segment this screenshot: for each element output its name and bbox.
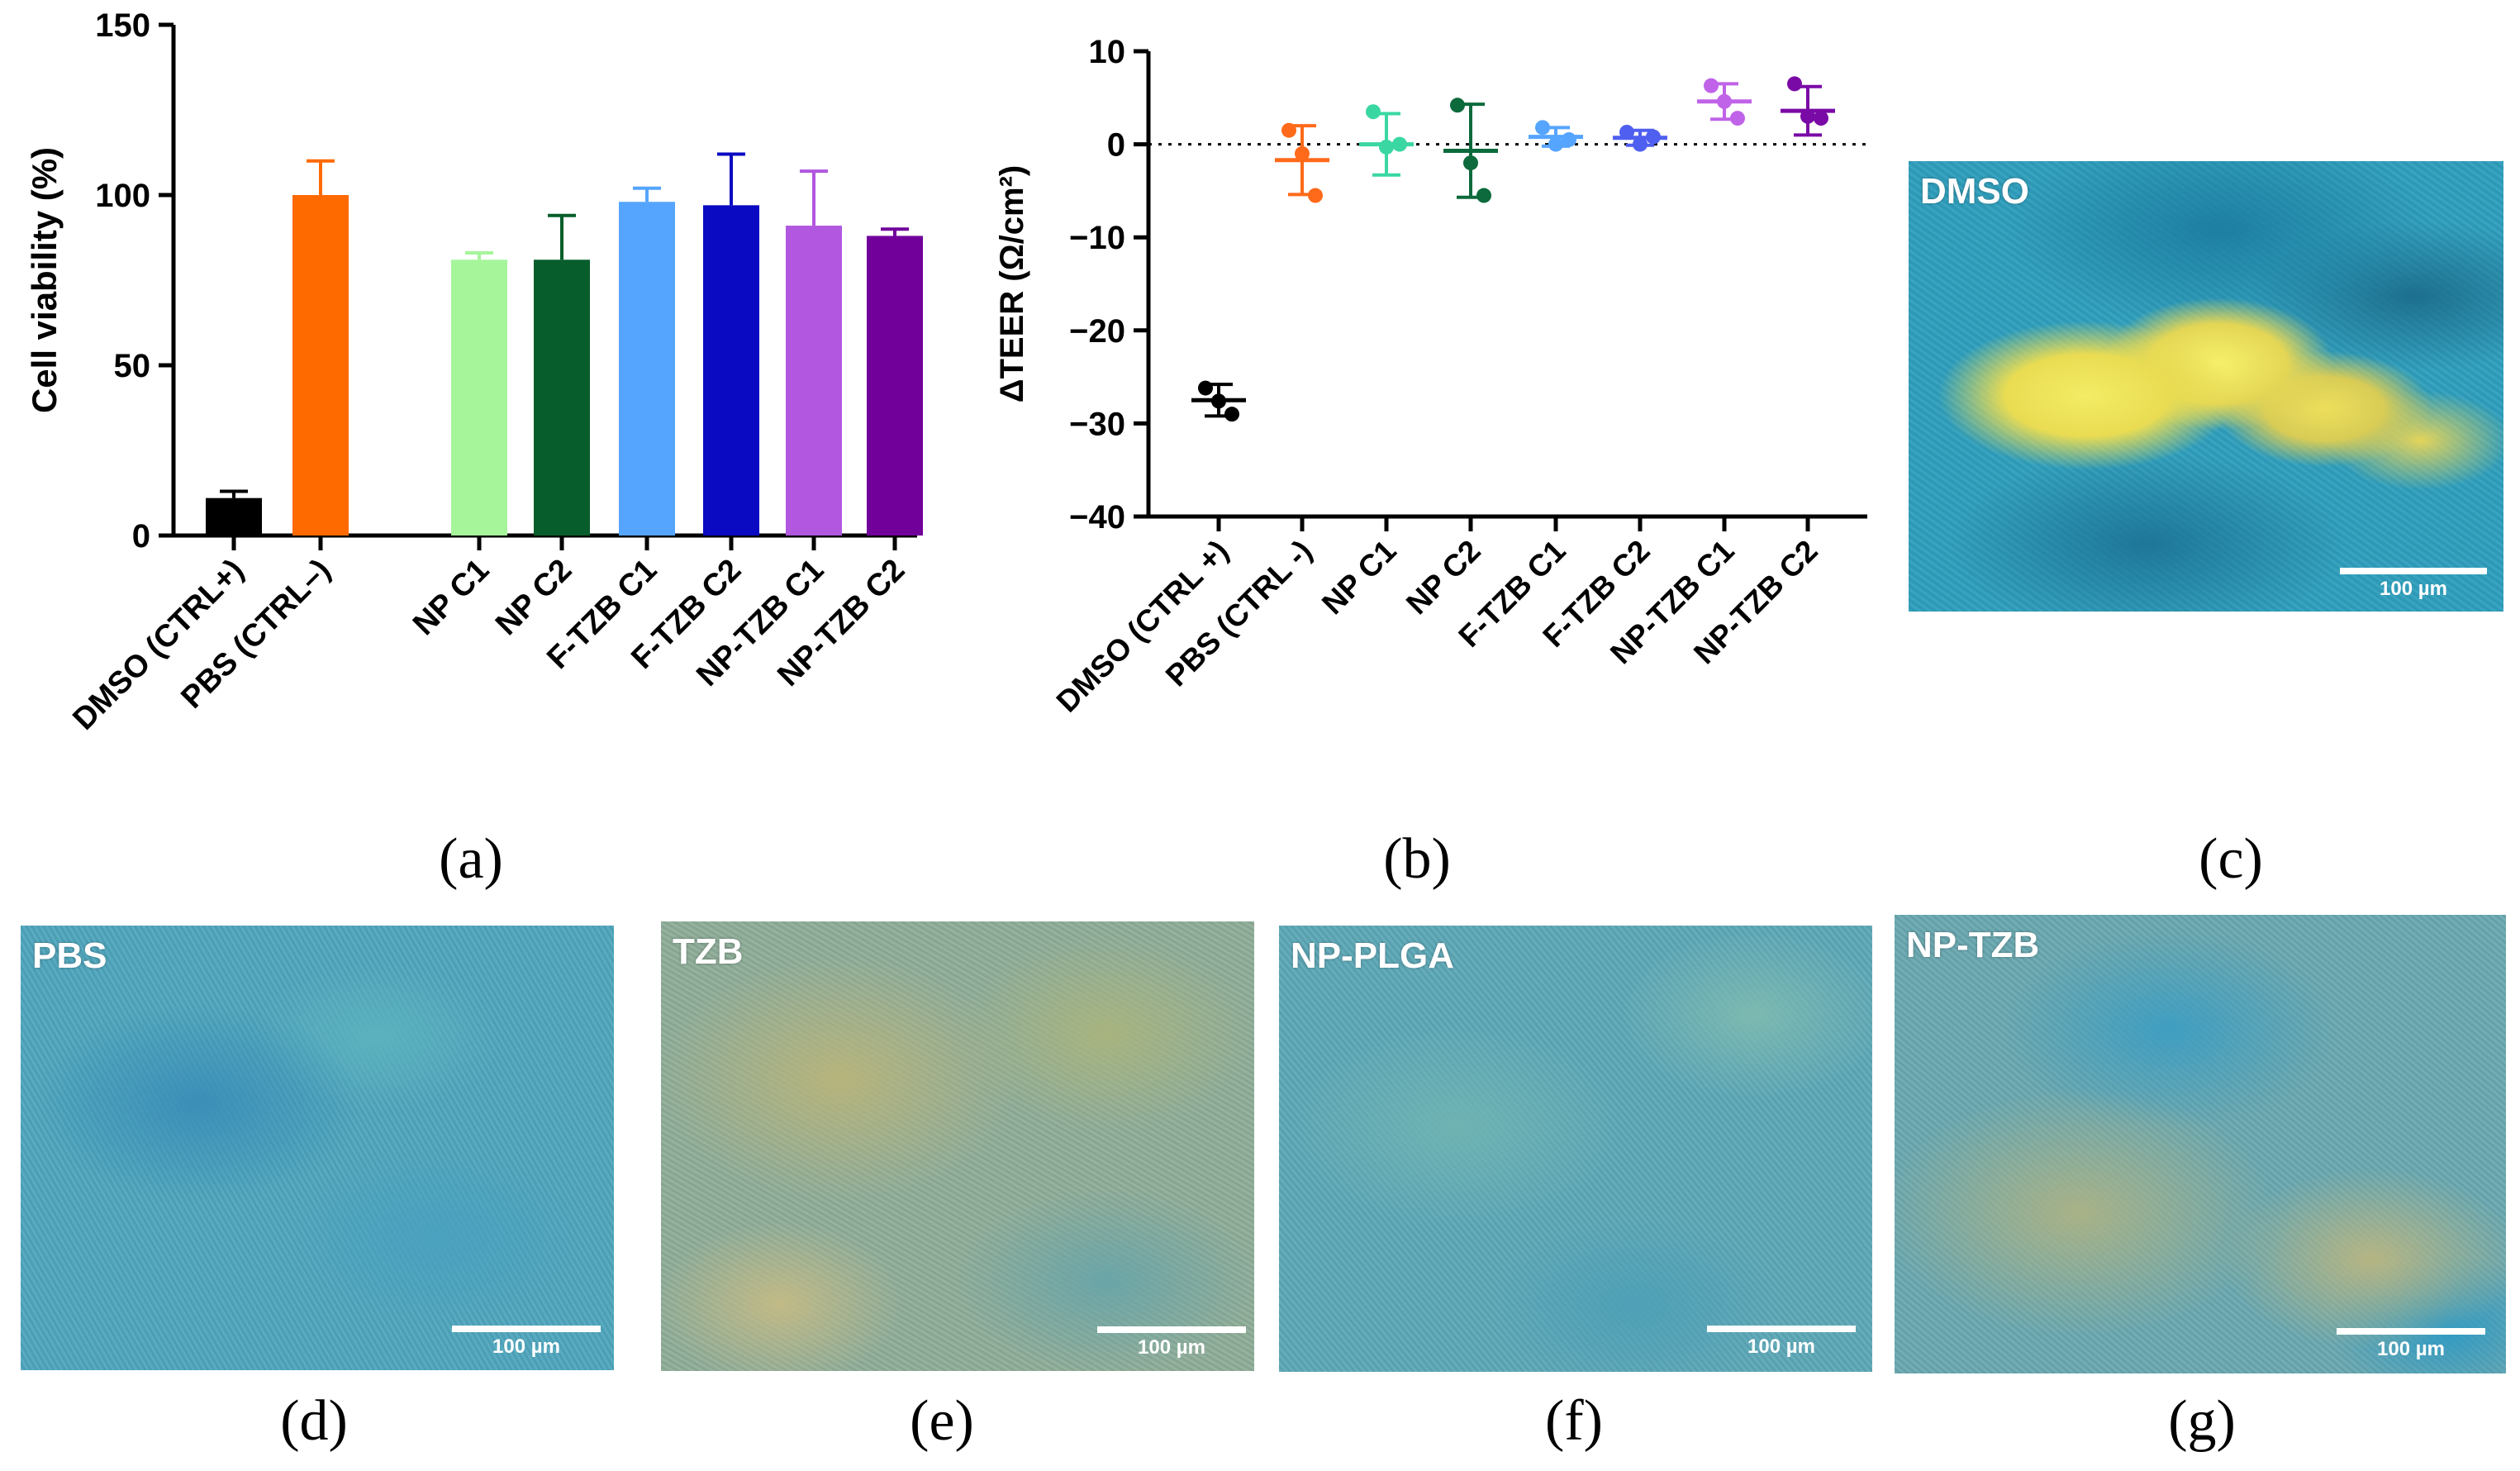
micrograph-label: TZB: [673, 931, 744, 972]
data-point: [1562, 131, 1576, 147]
bar: [619, 202, 675, 536]
micrograph-dmso: DMSO 100 µm: [1909, 161, 2503, 612]
data-point: [1787, 76, 1802, 92]
data-point: [1450, 98, 1465, 113]
panel-label-c: (c): [2199, 827, 2263, 891]
scale-bar-label: 100 µm: [2377, 1338, 2445, 1360]
scale-bar-label: 100 µm: [2380, 578, 2447, 600]
data-point: [1535, 120, 1550, 136]
data-point: [1211, 393, 1226, 409]
y-tick-label: 0: [1107, 127, 1125, 164]
panel-label-a: (a): [439, 827, 503, 891]
bar: [703, 205, 759, 536]
data-point: [1308, 188, 1323, 203]
scale-bar-label: 100 µm: [1138, 1336, 1205, 1359]
panel-label-e: (e): [910, 1389, 974, 1453]
y-tick-label: 150: [95, 7, 150, 44]
y-tick-label: 100: [95, 178, 150, 214]
bar: [534, 259, 590, 536]
scale-bar: [1707, 1326, 1856, 1332]
data-point: [1392, 136, 1407, 152]
bar: [206, 497, 262, 536]
bar: [867, 236, 923, 536]
data-point: [1281, 122, 1296, 138]
scale-bar: [452, 1326, 601, 1332]
y-axis-label: ΔTEER (Ω/cm²): [994, 165, 1030, 403]
micrograph-label: NP-TZB: [1906, 925, 2040, 965]
y-tick-label: 0: [132, 518, 150, 555]
scale-bar: [2340, 568, 2487, 574]
data-point: [1463, 155, 1478, 171]
data-point: [1224, 407, 1239, 422]
scale-bar-label: 100 µm: [492, 1335, 560, 1358]
bar: [292, 195, 349, 536]
data-point: [1800, 108, 1815, 124]
data-point: [1476, 188, 1491, 203]
y-tick-label: −30: [1069, 406, 1125, 442]
x-tick-label: PBS (CTRL–): [174, 553, 337, 716]
panel-label-g: (g): [2168, 1389, 2236, 1453]
data-point: [1704, 78, 1719, 93]
x-tick-label: PBS (CTRL -): [1159, 534, 1319, 693]
micrograph-label: NP-PLGA: [1291, 935, 1454, 976]
bar: [451, 259, 507, 536]
micrograph-label: PBS: [32, 935, 107, 976]
data-point: [1619, 124, 1634, 140]
x-tick-label: NP C1: [407, 553, 496, 642]
data-point: [1198, 380, 1213, 396]
data-point: [1379, 139, 1394, 155]
x-tick-label: NP C1: [1315, 534, 1403, 621]
data-point: [1633, 136, 1648, 152]
micrograph-pbs: PBS 100 µm: [21, 926, 614, 1370]
data-point: [1814, 111, 1828, 126]
scale-bar: [1097, 1326, 1246, 1333]
y-tick-label: 10: [1089, 34, 1126, 70]
data-point: [1730, 111, 1745, 126]
scale-bar-label: 100 µm: [1747, 1335, 1815, 1358]
bar: [786, 226, 842, 536]
data-point: [1366, 104, 1381, 120]
micrograph-np-plga: NP-PLGA 100 µm: [1279, 926, 1872, 1372]
micrograph-tzb: TZB 100 µm: [661, 921, 1254, 1371]
data-point: [1646, 129, 1661, 145]
data-point: [1548, 136, 1563, 152]
panel-label-b: (b): [1383, 827, 1451, 891]
scale-bar: [2337, 1328, 2485, 1335]
micrograph-label: DMSO: [1920, 171, 2029, 212]
y-tick-label: −40: [1069, 499, 1125, 536]
panel-label-f: (f): [1545, 1389, 1603, 1453]
y-tick-label: 50: [114, 348, 151, 384]
y-tick-label: −10: [1069, 220, 1125, 256]
y-axis-label: Cell viability (%): [25, 147, 64, 413]
data-point: [1717, 93, 1732, 109]
data-point: [1295, 145, 1310, 161]
micrograph-np-tzb: NP-TZB 100 µm: [1895, 915, 2506, 1373]
panel-label-d: (d): [280, 1389, 348, 1453]
y-tick-label: −20: [1069, 313, 1125, 350]
